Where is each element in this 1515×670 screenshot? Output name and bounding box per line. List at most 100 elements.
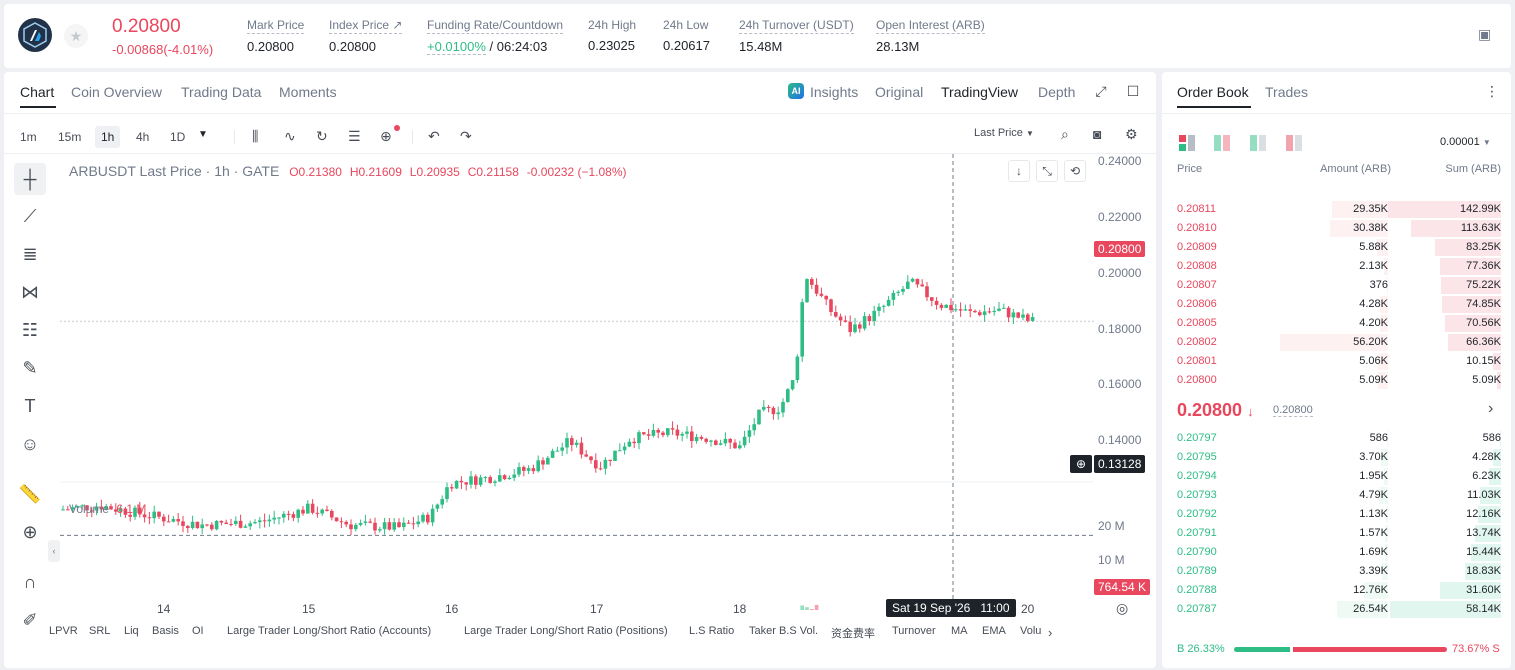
tab-coin-overview[interactable]: Coin Overview	[71, 84, 163, 100]
bid-row[interactable]: 0.20793 4.79K 11.03K	[1162, 486, 1511, 505]
bid-row[interactable]: 0.20795 3.70K 4.28K	[1162, 448, 1511, 467]
bid-row[interactable]: 0.20791 1.57K 13.74K	[1162, 524, 1511, 543]
add-alert-icon[interactable]: ⊕	[1070, 455, 1092, 473]
view-tradingview[interactable]: TradingView	[941, 84, 1019, 100]
bid-row[interactable]: 0.20790 1.69K 15.44K	[1162, 543, 1511, 562]
ask-row[interactable]: 0.20810 30.38K 113.63K	[1162, 219, 1511, 238]
chevron-right-icon[interactable]: ›	[1488, 400, 1494, 417]
bid-row[interactable]: 0.20794 1.95K 6.23K	[1162, 467, 1511, 486]
tab-order-book[interactable]: Order Book	[1177, 84, 1249, 100]
favorite-star-icon[interactable]: ★	[64, 24, 88, 48]
zoom-tool-icon[interactable]: ⊕	[22, 522, 38, 542]
view-insights[interactable]: Insights	[810, 84, 859, 100]
indicator-liq[interactable]: Liq	[124, 625, 139, 637]
undo-icon[interactable]: ↶	[428, 128, 440, 144]
precision-select[interactable]: 0.00001 ▼	[1440, 136, 1491, 148]
ask-row[interactable]: 0.20809 5.88K 83.25K	[1162, 238, 1511, 257]
bid-row[interactable]: 0.20788 12.76K 31.60K	[1162, 581, 1511, 600]
tf-4h[interactable]: 4h	[136, 130, 150, 144]
tf-1h[interactable]: 1h	[95, 126, 121, 148]
indicator-volume[interactable]: Volu	[1020, 625, 1042, 637]
candle-type-icon[interactable]: ⫼	[252, 128, 259, 144]
view-bids-icon[interactable]	[1214, 135, 1230, 154]
more-icon[interactable]: ⋮	[1485, 83, 1499, 99]
replay-icon[interactable]: ↻	[316, 128, 328, 144]
ask-row[interactable]: 0.20805 4.20K 70.56K	[1162, 314, 1511, 333]
view-bids-only-icon[interactable]	[1250, 135, 1266, 154]
parallel-lines-tool-icon[interactable]: ≣	[22, 244, 38, 264]
legend-low: L0.20935	[409, 165, 460, 179]
ask-row[interactable]: 0.20801 5.06K 10.15K	[1162, 352, 1511, 371]
indicator-ema[interactable]: EMA	[982, 625, 1006, 637]
book-icon[interactable]: ▣	[1478, 26, 1492, 42]
arrow-down-icon[interactable]: ↓	[1008, 160, 1030, 182]
collapse-icon[interactable]: ⤡	[1036, 160, 1058, 182]
volume-bar	[814, 604, 819, 610]
tf-1m[interactable]: 1m	[20, 130, 37, 144]
crosshair-tool-icon[interactable]: ┼	[14, 163, 46, 195]
price-type-select[interactable]: Last Price ▼	[974, 127, 1034, 139]
indicator-large-trader-positions[interactable]: Large Trader Long/Short Ratio (Positions…	[464, 625, 668, 637]
bid-row[interactable]: 0.20792 1.13K 12.16K	[1162, 505, 1511, 524]
view-both-icon[interactable]	[1179, 135, 1195, 154]
ask-row[interactable]: 0.20802 56.20K 66.36K	[1162, 333, 1511, 352]
indicator-large-trader-accounts[interactable]: Large Trader Long/Short Ratio (Accounts)	[227, 625, 432, 637]
bid-row[interactable]: 0.20789 3.39K 18.83K	[1162, 562, 1511, 581]
gear-icon[interactable]: ⚙	[1125, 126, 1138, 142]
candle-body	[858, 324, 862, 329]
bid-row[interactable]: 0.20787 26.54K 58.14K	[1162, 600, 1511, 619]
indicator-taker-vol[interactable]: Taker B.S Vol.	[749, 625, 819, 637]
candlestick-chart[interactable]	[60, 154, 1094, 610]
add-indicator-icon[interactable]: ⊕	[380, 125, 400, 145]
tf-dropdown-icon[interactable]: ▼	[198, 129, 208, 140]
trendline-tool-icon[interactable]: ⟋	[23, 206, 37, 226]
camera-icon[interactable]: ◙	[1093, 126, 1102, 142]
redo-icon[interactable]: ↷	[460, 128, 472, 144]
stat-index-price[interactable]: Index Price ↗ 0.20800	[329, 18, 403, 54]
ask-row[interactable]: 0.20806 4.28K 74.85K	[1162, 295, 1511, 314]
ask-row[interactable]: 0.20807 376 75.22K	[1162, 276, 1511, 295]
indicator-srl[interactable]: SRL	[89, 625, 111, 637]
template-icon[interactable]: ☰	[348, 128, 361, 144]
window-icon[interactable]: ☐	[1126, 83, 1140, 99]
pen-tool-icon[interactable]: ✐	[22, 610, 38, 630]
collapse-toolbar-icon[interactable]: ‹	[48, 540, 60, 562]
tab-chart[interactable]: Chart	[20, 84, 55, 100]
ask-row[interactable]: 0.20811 29.35K 142.99K	[1162, 200, 1511, 219]
magnet-tool-icon[interactable]: ∩	[23, 572, 37, 592]
view-depth[interactable]: Depth	[1038, 84, 1076, 100]
pattern-tool-icon[interactable]: ⋈	[21, 282, 39, 302]
tab-moments[interactable]: Moments	[279, 84, 337, 100]
brush-tool-icon[interactable]: ✎	[22, 358, 38, 378]
stat-label[interactable]: Index Price ↗	[329, 18, 403, 34]
tab-trading-data[interactable]: Trading Data	[181, 84, 262, 100]
tf-15m[interactable]: 15m	[58, 130, 82, 144]
indicator-icon[interactable]: ∿	[284, 128, 296, 144]
refresh-icon[interactable]: ⟲	[1064, 160, 1086, 182]
tf-1d[interactable]: 1D	[170, 130, 186, 144]
tab-trades[interactable]: Trades	[1265, 84, 1309, 100]
ask-row[interactable]: 0.20808 2.13K 77.36K	[1162, 257, 1511, 276]
funding-rate-value[interactable]: +0.0100%	[427, 39, 486, 55]
indicator-funding-rate[interactable]: 资金费率	[831, 628, 875, 640]
fib-tool-icon[interactable]: ☷	[21, 320, 39, 340]
bid-row[interactable]: 0.20797 586 586	[1162, 429, 1511, 448]
scroll-right-icon[interactable]: ›	[1048, 625, 1053, 640]
candle-body	[574, 442, 579, 445]
indicator-ls-ratio[interactable]: L.S Ratio	[689, 625, 735, 637]
expand-icon[interactable]: ⤢	[1095, 83, 1107, 99]
view-original[interactable]: Original	[875, 84, 924, 100]
indicator-turnover[interactable]: Turnover	[892, 625, 936, 637]
candle-body	[517, 467, 521, 475]
emoji-tool-icon[interactable]: ☺	[20, 434, 40, 454]
view-asks-only-icon[interactable]	[1286, 135, 1302, 154]
indicator-oi[interactable]: OI	[192, 625, 204, 637]
search-icon[interactable]: ⌕	[1061, 126, 1069, 142]
text-tool-icon[interactable]: T	[24, 396, 36, 416]
settings-circle-icon[interactable]: ◎	[1116, 600, 1129, 616]
ask-row[interactable]: 0.20800 5.09K 5.09K	[1162, 371, 1511, 390]
ruler-tool-icon[interactable]: 📏	[18, 484, 42, 504]
indicator-lpvr[interactable]: LPVR	[49, 625, 78, 637]
indicator-basis[interactable]: Basis	[152, 625, 179, 637]
indicator-ma[interactable]: MA	[951, 625, 968, 637]
